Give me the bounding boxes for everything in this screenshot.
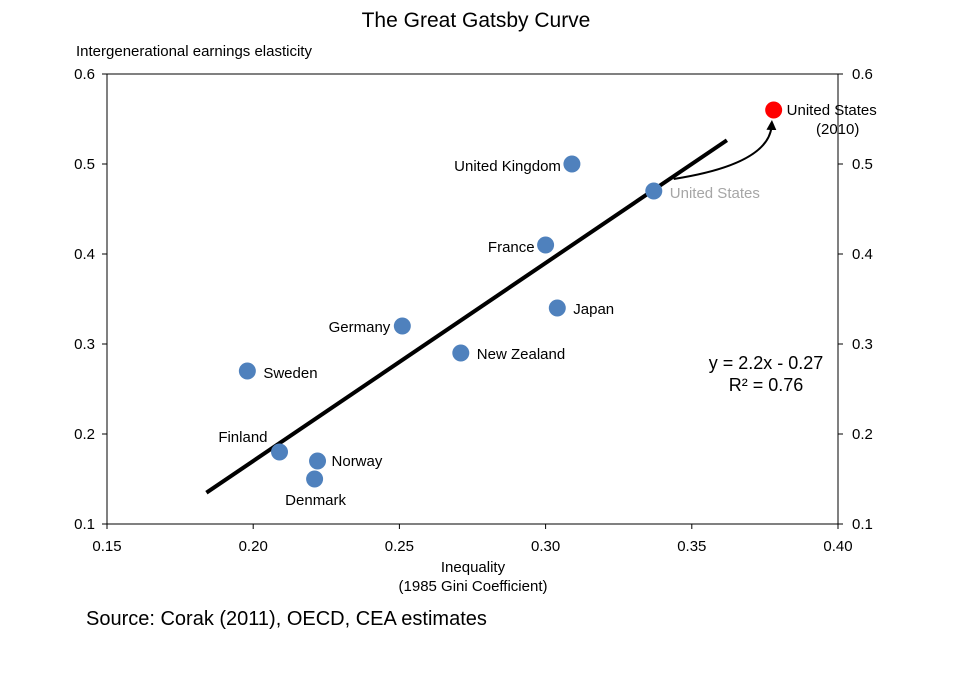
y-tick-label-left: 0.5 <box>74 156 95 173</box>
point-label-denmark: Denmark <box>285 492 346 509</box>
x-tick-label: 0.35 <box>677 538 706 555</box>
y-axis-label: Intergenerational earnings elasticity <box>76 43 312 60</box>
chart-title: The Great Gatsby Curve <box>362 9 591 32</box>
y-tick-label-right: 0.1 <box>852 516 873 533</box>
y-tick-label-right: 0.2 <box>852 426 873 443</box>
point-united-states-2010 <box>765 101 783 119</box>
point-denmark <box>306 470 324 488</box>
y-tick-label-left: 0.2 <box>74 426 95 443</box>
point-label-norway: Norway <box>332 453 383 470</box>
point-label-new-zealand: New Zealand <box>477 346 565 363</box>
y-tick-label-left: 0.3 <box>74 336 95 353</box>
point-label-united-states: United States <box>670 185 760 202</box>
highlight-label-line-2: (2010) <box>816 121 859 138</box>
x-tick-label: 0.25 <box>385 538 414 555</box>
trendline-r-squared: R² = 0.76 <box>729 375 804 395</box>
y-tick-label-right: 0.6 <box>852 66 873 83</box>
point-sweden <box>238 362 256 380</box>
y-tick-label-left: 0.6 <box>74 66 95 83</box>
point-norway <box>309 452 327 470</box>
x-tick-label: 0.20 <box>239 538 268 555</box>
point-label-france: France <box>488 239 535 256</box>
trend-arrow <box>673 120 777 180</box>
point-label-germany: Germany <box>329 319 391 336</box>
point-label-japan: Japan <box>573 301 614 318</box>
x-tick-label: 0.15 <box>92 538 121 555</box>
point-united-kingdom <box>563 155 581 173</box>
point-germany <box>393 317 411 335</box>
point-label-sweden: Sweden <box>263 365 317 382</box>
y-tick-label-left: 0.4 <box>74 246 95 263</box>
y-tick-label-right: 0.4 <box>852 246 873 263</box>
point-japan <box>548 299 566 317</box>
highlight-label-line-1: United States <box>787 102 877 119</box>
point-new-zealand <box>452 344 470 362</box>
plot-area-frame <box>106 73 839 525</box>
x-axis-label-line-1: Inequality <box>441 559 506 576</box>
x-tick-label: 0.30 <box>531 538 560 555</box>
y-tick-label-right: 0.3 <box>852 336 873 353</box>
point-united-states <box>645 182 663 200</box>
x-axis-label-line-2: (1985 Gini Coefficient) <box>399 578 548 595</box>
y-tick-label-right: 0.5 <box>852 156 873 173</box>
y-tick-label-left: 0.1 <box>74 516 95 533</box>
source-note: Source: Corak (2011), OECD, CEA estimate… <box>86 608 487 630</box>
trendline-equation: y = 2.2x - 0.27 <box>709 353 824 373</box>
x-tick-label: 0.40 <box>823 538 852 555</box>
trendline <box>205 138 729 495</box>
point-label-finland: Finland <box>218 429 267 446</box>
point-label-united-kingdom: United Kingdom <box>454 158 561 175</box>
point-france <box>537 236 555 254</box>
point-finland <box>271 443 289 461</box>
